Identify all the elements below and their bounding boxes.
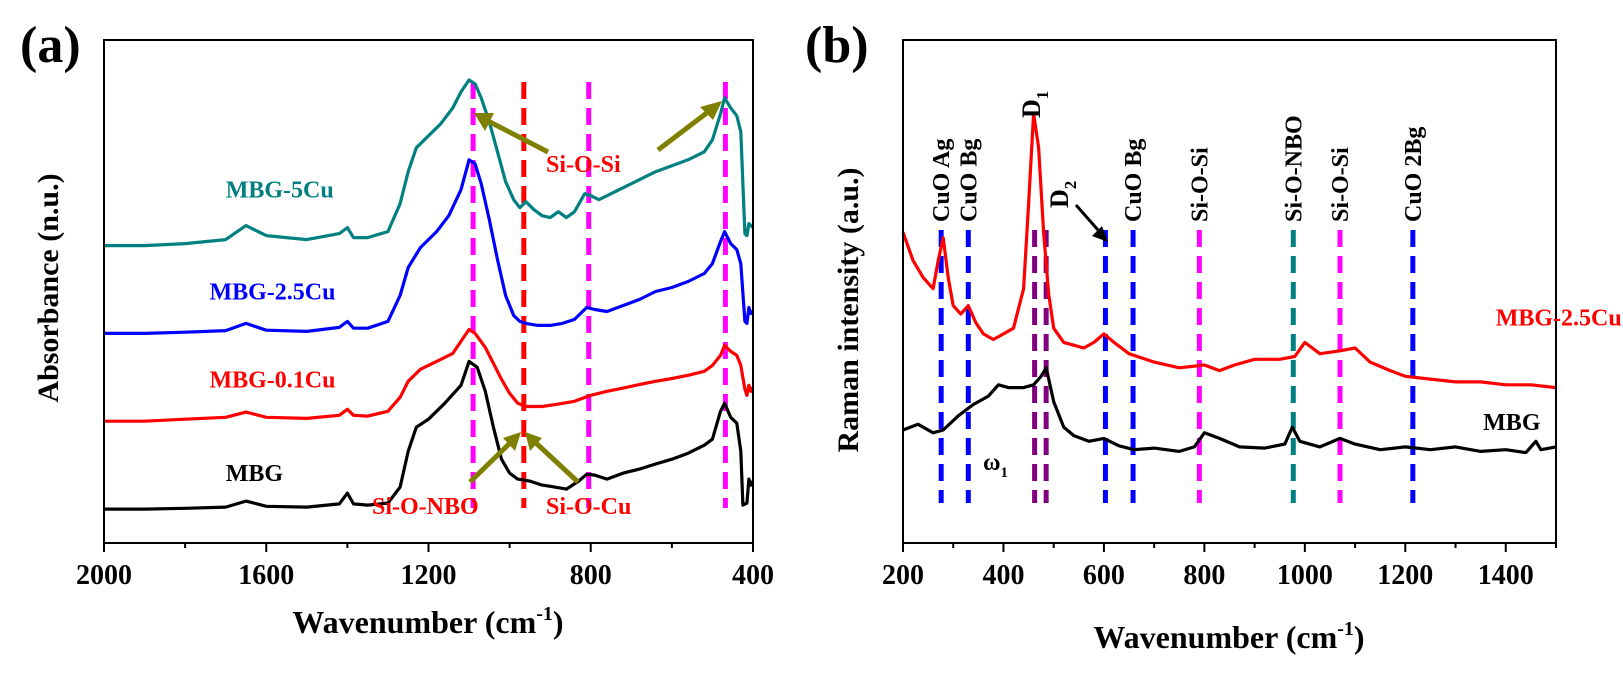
series-line-mbg-0-1cu (104, 327, 755, 423)
peak-label-cuo-ag: CuO Ag (929, 139, 955, 222)
peak-label-si-o-si: Si-O-Si (1187, 147, 1213, 222)
arrow-si-o-si-left (486, 118, 550, 155)
peak-label-cuo-2bg: CuO 2Bg (1401, 127, 1427, 222)
series-line-mbg-2-5cu (104, 158, 755, 335)
panel-b-x-axis-title: Wavenumber (cm-1) (1093, 618, 1364, 655)
panel-a: (a) 2000 1600 1200 800 400 MBG-5CuMBG-2.5CuM… (20, 17, 774, 640)
x-tick-label-2000: 2000 (76, 560, 132, 591)
series-label-mbg: MBG (1483, 410, 1541, 436)
series-label-mbg-0-1cu: MBG-0.1Cu (209, 367, 335, 393)
panel-b-x-ticks: 200 400 600 800 1000 1200 1400 (882, 543, 1557, 591)
panel-b-y-axis-title: Raman intensity (a.u.) (832, 167, 865, 452)
series-line-mbg-2-5cu (901, 111, 1557, 390)
annotation-si-o-cu: Si-O-Cu (546, 494, 631, 520)
series-line-mbg (902, 366, 1557, 455)
x-tick-label-1200: 1200 (401, 560, 457, 591)
panel-a-x-axis-title: Wavenumber (cm-1) (292, 603, 563, 640)
annotation-d2: D2 (1045, 181, 1080, 208)
panel-b-plot-frame (902, 39, 1557, 544)
x-tick-label-600: 600 (1083, 560, 1125, 591)
x-tick-label-800: 800 (570, 560, 612, 591)
series-line-mbg (104, 359, 755, 511)
panel-b-series-labels: MBG-2.5Cu MBG (1483, 305, 1622, 436)
annotation-d1: D1 (1017, 91, 1052, 118)
panel-a-label: (a) (20, 17, 81, 74)
x-tick-label-800: 800 (1183, 560, 1225, 591)
panel-b-label: (b) (805, 17, 869, 74)
series-line-mbg-5cu (104, 78, 755, 248)
panel-b-series-group (901, 111, 1557, 455)
panel-a-x-ticks: 2000 1600 1200 800 400 (76, 543, 774, 591)
arrow-si-o-cu (534, 441, 580, 484)
x-tick-label-1200: 1200 (1377, 560, 1433, 591)
arrowhead-si-o-cu (525, 432, 542, 451)
arrow-si-o-si-right (656, 110, 710, 152)
arrow-si-o-nbo (468, 441, 512, 484)
panel-a-reference-lines (470, 82, 728, 508)
panel-a-series-labels: MBG-5Cu MBG-2.5Cu MBG-0.1Cu MBG (209, 178, 335, 487)
peak-label-cuo-bg: CuO Bg (1121, 139, 1147, 222)
peak-label-si-o-si: Si-O-Si (1328, 147, 1354, 222)
panel-a-series-group (104, 78, 755, 511)
series-label-mbg-2-5cu: MBG-2.5Cu (1496, 305, 1622, 331)
arrowhead-si-o-si-right (700, 101, 722, 120)
x-tick-label-400: 400 (732, 560, 774, 591)
panel-a-y-axis-title: Absorbance (n.u.) (32, 173, 65, 402)
arrow-d2 (1074, 204, 1100, 231)
arrowhead-si-o-nbo (503, 432, 521, 451)
annotation-si-o-nbo: Si-O-NBO (372, 494, 479, 520)
x-tick-label-1600: 1600 (238, 560, 294, 591)
x-tick-label-1000: 1000 (1277, 560, 1333, 591)
x-tick-label-1400: 1400 (1478, 560, 1534, 591)
series-label-mbg-5cu: MBG-5Cu (226, 178, 334, 204)
series-label-mbg-2-5cu: MBG-2.5Cu (209, 279, 335, 305)
series-label-mbg: MBG (226, 461, 284, 487)
arrowhead-d2 (1092, 226, 1108, 242)
x-tick-label-200: 200 (882, 560, 924, 591)
peak-label-cuo-bg: CuO Bg (956, 139, 982, 222)
panel-a-annotation-arrows (468, 101, 722, 484)
annotation-si-o-si: Si-O-Si (546, 152, 621, 178)
x-tick-label-400: 400 (982, 560, 1024, 591)
panel-b: (b) 200 400 600 800 1000 1200 1400 MBG-2.5CuMB… (805, 17, 1622, 655)
annotation-omega1: ω1 (983, 450, 1008, 481)
panel-b-reference-line-labels: CuO Ag CuO Bg CuO Bg Si-O-Si Si-O-NBO Si-O-Si… (929, 115, 1427, 222)
peak-label-si-o-nbo: Si-O-NBO (1281, 115, 1307, 222)
arrowhead-si-o-si-left (474, 113, 494, 131)
